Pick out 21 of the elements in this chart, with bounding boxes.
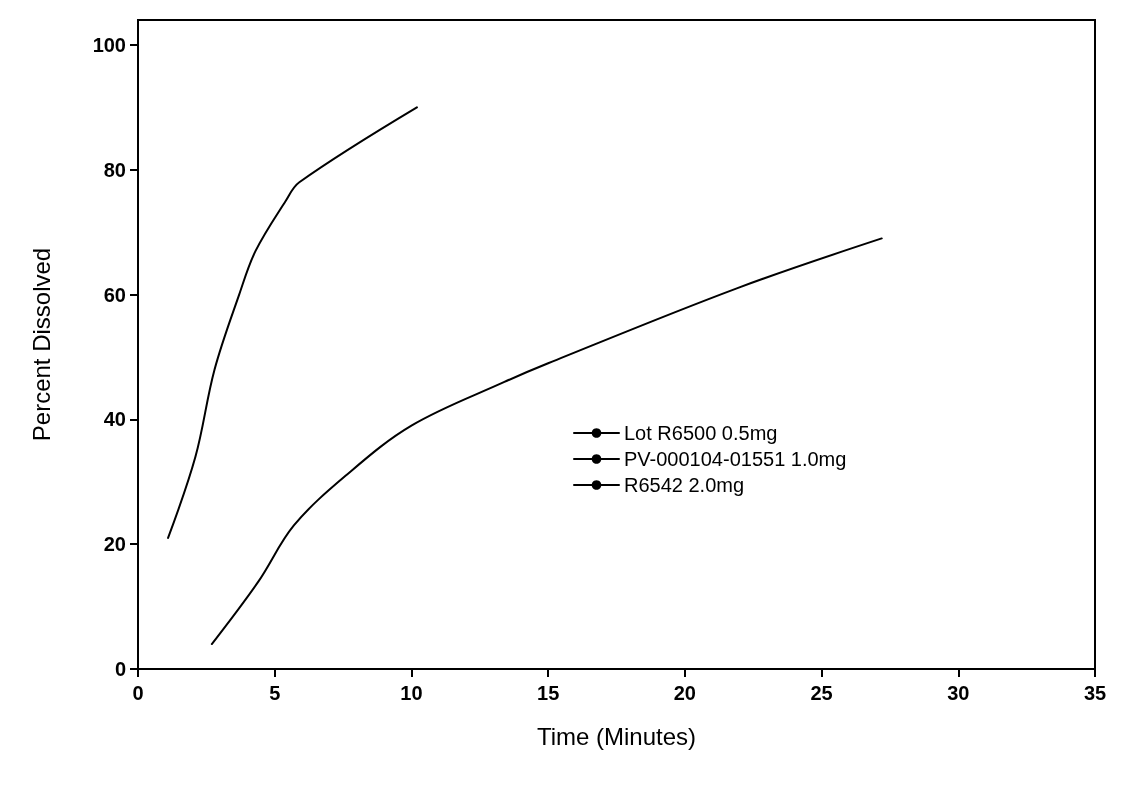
y-tick-label: 60 [103, 283, 126, 306]
x-tick-label: 35 [1083, 682, 1107, 704]
y-tick-label: 20 [103, 533, 126, 556]
y-tick-label: 80 [103, 158, 126, 181]
y-axis-title: Percent Dissolved [27, 247, 55, 442]
x-tick-label: 10 [400, 682, 423, 704]
line-series [167, 106, 418, 539]
legend-label: PV-000104-01551 1.0mg [624, 448, 847, 470]
x-tick-label: 0 [132, 682, 144, 704]
x-tick-label: 15 [537, 682, 560, 704]
x-tick-label: 5 [269, 682, 281, 704]
legend-label: R6542 2.0mg [624, 474, 745, 496]
x-tick-label: 25 [810, 682, 833, 704]
x-tick-label: 30 [947, 682, 970, 704]
legend-label: Lot R6500 0.5mg [624, 422, 778, 444]
y-tick-label: 0 [114, 658, 126, 680]
x-axis-title: Time (Minutes) [536, 722, 697, 750]
x-tick-label: 20 [673, 682, 696, 704]
line-series [210, 237, 883, 646]
y-tick-label: 40 [103, 408, 126, 431]
y-tick-label: 100 [92, 33, 126, 56]
